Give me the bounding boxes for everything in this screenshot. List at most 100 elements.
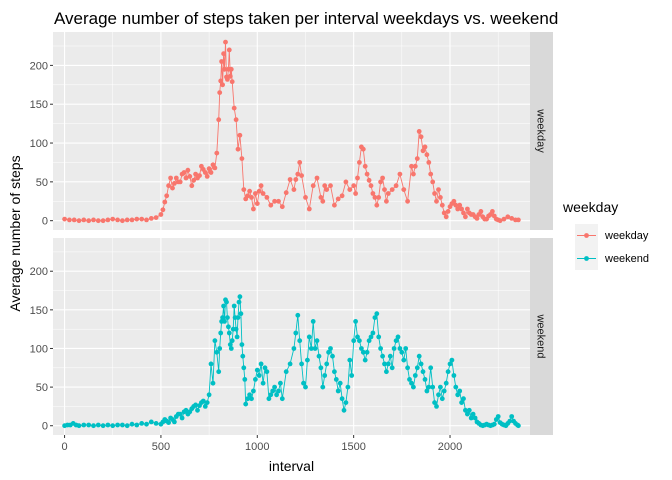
data-point (239, 156, 245, 162)
data-point (411, 171, 416, 177)
data-point (287, 177, 293, 182)
data-point (403, 346, 409, 351)
data-point (324, 187, 330, 193)
data-point (428, 365, 434, 371)
data-point (242, 377, 248, 382)
data-point (472, 415, 478, 421)
data-point (387, 353, 393, 359)
data-point (231, 105, 237, 111)
data-point (229, 79, 235, 85)
data-point (256, 373, 262, 378)
data-point (226, 47, 232, 53)
data-point (134, 422, 140, 428)
data-point (276, 198, 281, 204)
data-point (426, 160, 432, 165)
data-point (490, 209, 495, 214)
data-point (370, 191, 376, 196)
data-point (468, 415, 474, 421)
data-point (268, 392, 274, 398)
data-point (228, 66, 234, 72)
x-tick-label: 500 (152, 441, 170, 453)
data-point (443, 380, 449, 386)
data-point (214, 349, 220, 355)
data-point (228, 346, 234, 351)
data-point (497, 218, 503, 224)
data-point (395, 334, 401, 340)
data-point (401, 187, 407, 193)
data-point (335, 388, 341, 394)
data-point (181, 170, 187, 175)
data-point (272, 384, 277, 390)
data-point (144, 217, 149, 223)
series-layer (62, 39, 521, 224)
data-point (202, 404, 208, 409)
data-point (170, 185, 175, 191)
data-point (245, 396, 251, 402)
data-point (434, 404, 439, 409)
facet-strip (530, 32, 553, 230)
data-point (229, 338, 235, 344)
data-point (222, 319, 227, 324)
data-point (445, 209, 451, 214)
data-point (148, 216, 154, 221)
data-point (453, 384, 459, 390)
data-point (139, 421, 145, 426)
data-point (461, 396, 466, 402)
data-point (322, 183, 328, 189)
data-point (258, 183, 264, 189)
data-point (418, 134, 424, 140)
data-point (441, 388, 447, 394)
data-point (351, 183, 357, 189)
data-point (193, 402, 199, 408)
data-point (249, 195, 254, 200)
data-point (247, 188, 253, 194)
data-point (179, 415, 185, 421)
data-point (451, 373, 457, 378)
data-point (200, 398, 206, 404)
data-point (351, 338, 357, 344)
data-point (214, 150, 220, 156)
data-point (414, 365, 420, 371)
data-point (129, 421, 135, 427)
data-point (382, 187, 387, 193)
data-point (470, 411, 476, 417)
data-point (368, 334, 374, 340)
data-point (364, 171, 370, 177)
y-axis-ticks: 0 50 100 150 200 (30, 266, 53, 433)
data-point (237, 294, 243, 300)
data-point (247, 392, 253, 398)
data-point (374, 202, 380, 208)
panel-background (53, 238, 530, 435)
data-point (306, 334, 312, 340)
data-point (438, 195, 443, 200)
data-point (333, 377, 339, 382)
data-point (158, 212, 164, 217)
data-point (299, 173, 304, 179)
data-point (237, 132, 243, 138)
data-point (509, 216, 515, 221)
data-point (372, 315, 378, 320)
data-point (384, 369, 389, 375)
data-point (401, 357, 407, 363)
data-point (310, 319, 316, 324)
data-point (320, 198, 326, 204)
data-point (270, 388, 276, 394)
data-point (380, 353, 385, 359)
data-point (459, 400, 464, 405)
y-tick-label: 0 (42, 216, 48, 228)
data-point (233, 326, 239, 332)
legend-item-weekday: weekday (575, 224, 649, 247)
data-point (432, 400, 437, 405)
data-point (372, 195, 378, 200)
data-point (457, 202, 463, 208)
data-point (368, 183, 374, 189)
y-tick-label: 200 (30, 60, 48, 72)
data-point (366, 177, 372, 183)
data-point (378, 346, 383, 351)
data-point (279, 396, 285, 402)
data-point (353, 319, 358, 324)
data-point (148, 419, 154, 425)
data-point (220, 82, 226, 88)
data-point (399, 349, 405, 355)
